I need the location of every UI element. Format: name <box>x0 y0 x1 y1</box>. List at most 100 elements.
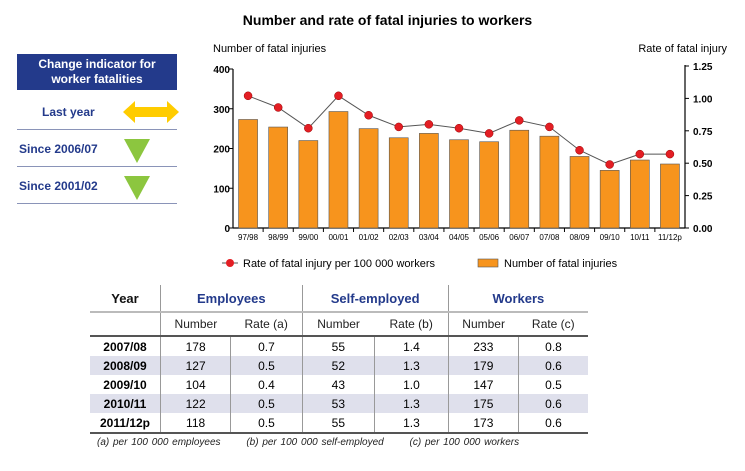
indicator-label: Since 2001/02 <box>19 179 98 193</box>
y2-tick-label: 0.50 <box>693 159 713 170</box>
subheader: Rate (c) <box>518 312 588 337</box>
value-cell: 178 <box>159 336 231 356</box>
table-row: 2008/09 127 0.5 52 1.3 179 0.6 <box>90 356 588 375</box>
x-tick-label: 05/06 <box>479 233 500 242</box>
year-header: Year <box>90 285 161 313</box>
bar <box>268 126 289 229</box>
rate-point <box>304 123 313 133</box>
double-arrow-icon <box>123 101 179 123</box>
y-tick-label: 0 <box>224 224 230 235</box>
value-cell: 127 <box>159 356 231 375</box>
x-tick-label: 08/09 <box>570 233 591 242</box>
x-tick-label: 02/03 <box>389 233 410 242</box>
rate-point <box>364 110 373 120</box>
x-tick-label: 03/04 <box>419 233 440 242</box>
value-cell: 0.7 <box>230 336 303 356</box>
rate-point <box>454 123 464 133</box>
y-tick-label: 100 <box>213 184 230 195</box>
y-axis-label: Number of fatal injuries <box>213 43 327 55</box>
value-cell: 233 <box>447 336 519 356</box>
subheader: Rate (a) <box>230 312 303 337</box>
bar <box>298 140 319 229</box>
rate-point <box>484 129 494 138</box>
rate-point <box>665 149 675 159</box>
value-cell: 1.0 <box>374 375 449 394</box>
rate-point <box>545 122 554 132</box>
value-cell: 0.6 <box>518 394 588 413</box>
y2-tick-label: 0.00 <box>693 224 713 235</box>
footnote-a: (a) per 100 000 employees <box>97 437 221 448</box>
x-tick-label: 09/10 <box>600 233 621 242</box>
x-tick-label: 04/05 <box>449 233 470 242</box>
rate-point <box>635 149 645 159</box>
value-cell: 52 <box>301 356 375 375</box>
x-tick-label: 11/12p <box>658 233 682 242</box>
y-tick-label: 400 <box>213 65 230 76</box>
value-cell: 55 <box>301 336 375 356</box>
y2-tick-label: 0.25 <box>693 192 713 203</box>
x-tick-label: 07/08 <box>539 233 560 242</box>
down-triangle-icon <box>124 176 150 200</box>
value-cell: 0.5 <box>230 413 303 434</box>
indicator-label: Since 2006/07 <box>19 142 98 156</box>
value-cell: 0.8 <box>518 336 588 356</box>
indicator-row-last-year: Last year <box>17 93 179 130</box>
value-cell: 0.5 <box>230 394 303 413</box>
value-cell: 179 <box>447 356 519 375</box>
value-cell: 55 <box>301 413 375 434</box>
value-cell: 0.5 <box>230 356 303 375</box>
x-tick-label: 01/02 <box>359 233 380 242</box>
rate-point <box>515 116 524 125</box>
bar <box>539 135 560 229</box>
rate-point <box>273 103 283 112</box>
year-cell: 2007/08 <box>103 339 147 354</box>
year-cell: 2011/12p <box>90 413 161 434</box>
blank-cell <box>90 312 161 337</box>
y-tick-label: 300 <box>213 105 230 116</box>
bar <box>509 129 530 229</box>
group-employees: Employees <box>160 285 303 313</box>
rate-point <box>394 122 403 132</box>
rate-point <box>243 91 253 101</box>
bar <box>238 119 258 229</box>
legend-point-swatch <box>226 259 234 267</box>
value-cell: 0.4 <box>230 375 303 394</box>
value-cell: 1.4 <box>374 336 449 356</box>
table-row: 2009/10 104 0.4 43 1.0 147 0.5 <box>90 375 588 394</box>
bar <box>449 139 469 229</box>
bar <box>660 163 680 229</box>
value-cell: 118 <box>159 413 231 434</box>
bar <box>599 170 620 229</box>
bar <box>358 128 379 229</box>
x-tick-label: 99/00 <box>298 233 319 242</box>
bar <box>388 137 409 229</box>
year-cell: 2010/11 <box>90 394 161 413</box>
y2-axis-label: Rate of fatal injury <box>638 43 727 55</box>
y-tick-label: 200 <box>213 145 230 156</box>
value-cell: 1.3 <box>374 356 449 375</box>
year-cell: 2008/09 <box>90 356 161 375</box>
bar <box>419 133 439 229</box>
bar <box>479 141 499 229</box>
y2-tick-label: 1.00 <box>693 94 713 105</box>
table-row: 2007/08 178 0.7 55 1.4 233 0.8 <box>90 336 588 356</box>
x-tick-label: 97/98 <box>238 233 259 242</box>
value-cell: 0.6 <box>518 356 588 375</box>
value-cell: 0.6 <box>518 413 588 434</box>
legend-bar-swatch <box>477 258 499 268</box>
indicator-heading: Change indicator for worker fatalities <box>17 54 177 90</box>
x-tick-label: 00/01 <box>328 233 349 242</box>
y2-tick-label: 1.25 <box>693 62 713 73</box>
indicator-row-since-2006: Since 2006/07 <box>17 130 177 167</box>
y2-tick-label: 0.75 <box>693 127 713 138</box>
x-tick-label: 06/07 <box>509 233 530 242</box>
value-cell: 104 <box>159 375 231 394</box>
value-cell: 53 <box>301 394 375 413</box>
footnote-c: (c) per 100 000 workers <box>409 437 520 448</box>
chart: Number of fatal injuries Rate of fatal in… <box>213 43 727 270</box>
year-cell: 2009/10 <box>103 377 147 392</box>
group-workers: Workers <box>447 285 588 313</box>
rate-point <box>424 120 434 129</box>
footnote-b: (b) per 100 000 self-employed <box>246 437 384 448</box>
bar <box>569 156 590 229</box>
